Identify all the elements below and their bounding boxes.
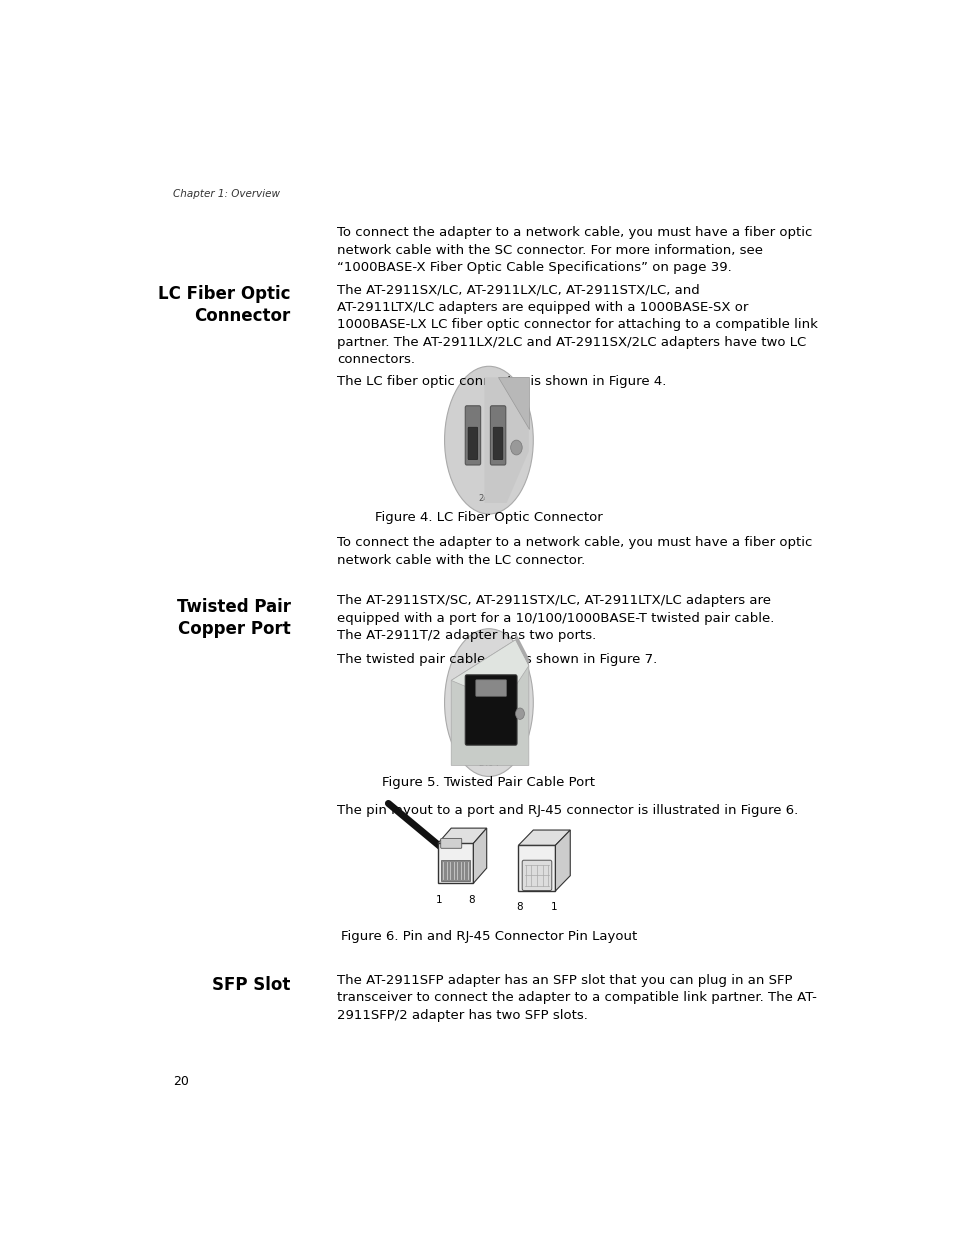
Polygon shape xyxy=(451,640,528,766)
Text: The AT-2911SX/LC, AT-2911LX/LC, AT-2911STX/LC, and
AT-2911LTX/LC adapters are eq: The AT-2911SX/LC, AT-2911LX/LC, AT-2911S… xyxy=(337,283,818,367)
FancyBboxPatch shape xyxy=(490,406,505,466)
Circle shape xyxy=(515,708,524,720)
FancyBboxPatch shape xyxy=(521,861,551,890)
Polygon shape xyxy=(515,632,528,666)
Text: To connect the adapter to a network cable, you must have a fiber optic
network c: To connect the adapter to a network cabl… xyxy=(337,226,812,274)
Text: 2494: 2494 xyxy=(477,758,499,768)
FancyBboxPatch shape xyxy=(465,674,517,745)
Text: Twisted Pair
Copper Port: Twisted Pair Copper Port xyxy=(176,598,291,638)
Polygon shape xyxy=(555,830,570,890)
Text: The twisted pair cable port is shown in Figure 7.: The twisted pair cable port is shown in … xyxy=(337,653,657,666)
Text: Figure 6. Pin and RJ-45 Connector Pin Layout: Figure 6. Pin and RJ-45 Connector Pin La… xyxy=(340,930,637,942)
Text: LC Fiber Optic
Connector: LC Fiber Optic Connector xyxy=(158,285,291,325)
Text: The pin layout to a port and RJ-45 connector is illustrated in Figure 6.: The pin layout to a port and RJ-45 conne… xyxy=(337,804,798,818)
Polygon shape xyxy=(451,640,528,703)
Polygon shape xyxy=(473,829,486,883)
Text: Figure 4. LC Fiber Optic Connector: Figure 4. LC Fiber Optic Connector xyxy=(375,511,602,525)
FancyBboxPatch shape xyxy=(440,860,470,881)
Polygon shape xyxy=(437,829,486,844)
Text: 1: 1 xyxy=(436,894,442,905)
Ellipse shape xyxy=(444,367,533,514)
Text: 8: 8 xyxy=(517,903,523,913)
FancyBboxPatch shape xyxy=(476,679,506,697)
Text: Chapter 1: Overview: Chapter 1: Overview xyxy=(173,189,280,199)
Text: The AT-2911SFP adapter has an SFP slot that you can plug in an SFP
transceiver t: The AT-2911SFP adapter has an SFP slot t… xyxy=(337,973,817,1021)
Polygon shape xyxy=(518,830,570,845)
FancyBboxPatch shape xyxy=(440,839,461,848)
Polygon shape xyxy=(484,378,528,503)
Ellipse shape xyxy=(444,629,533,777)
Text: To connect the adapter to a network cable, you must have a fiber optic
network c: To connect the adapter to a network cabl… xyxy=(337,536,812,567)
Text: 20: 20 xyxy=(173,1074,189,1088)
Text: The LC fiber optic connector is shown in Figure 4.: The LC fiber optic connector is shown in… xyxy=(337,374,666,388)
FancyBboxPatch shape xyxy=(493,427,502,459)
Text: 2483: 2483 xyxy=(477,494,499,504)
Circle shape xyxy=(510,440,521,454)
FancyBboxPatch shape xyxy=(437,844,473,883)
Text: Figure 5. Twisted Pair Cable Port: Figure 5. Twisted Pair Cable Port xyxy=(382,776,595,789)
Text: The AT-2911STX/SC, AT-2911STX/LC, AT-2911LTX/LC adapters are
equipped with a por: The AT-2911STX/SC, AT-2911STX/LC, AT-291… xyxy=(337,594,774,642)
FancyBboxPatch shape xyxy=(465,406,480,466)
Polygon shape xyxy=(497,378,528,429)
Text: 8: 8 xyxy=(468,894,475,905)
Text: 1: 1 xyxy=(550,903,557,913)
FancyBboxPatch shape xyxy=(518,845,555,890)
Text: SFP Slot: SFP Slot xyxy=(213,976,291,993)
FancyBboxPatch shape xyxy=(468,427,477,459)
